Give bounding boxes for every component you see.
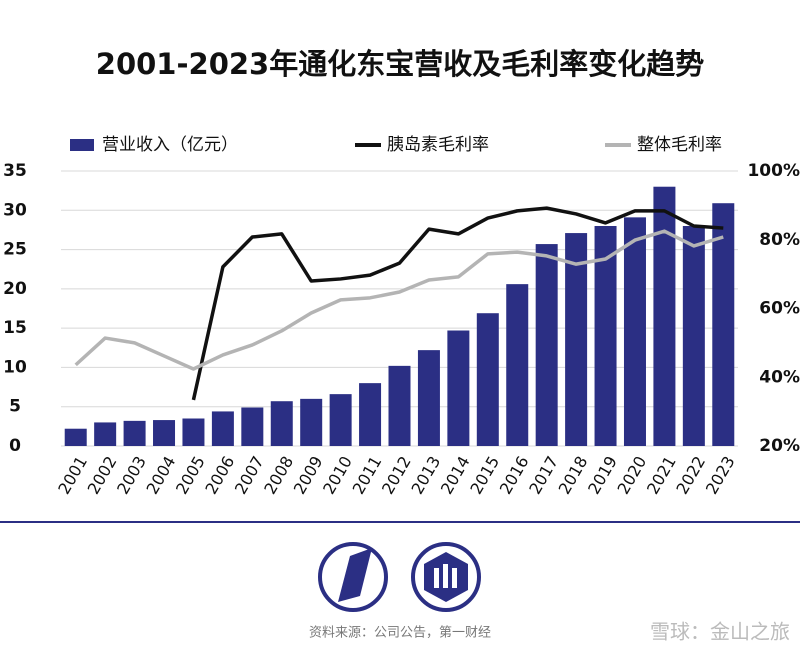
bar: [594, 226, 617, 446]
x-tick-label: 2019: [584, 453, 621, 498]
x-tick-label: 2009: [290, 453, 327, 498]
x-tick-label: 2022: [672, 453, 709, 498]
bar: [417, 350, 440, 446]
legend-label: 胰岛素毛利率: [387, 135, 489, 155]
line: [191, 206, 724, 401]
y-tick-label: 0: [9, 436, 21, 456]
legend-label: 整体毛利率: [637, 135, 722, 155]
x-tick-label: 2007: [231, 453, 268, 498]
x-tick-label: 2004: [143, 453, 180, 498]
x-tick-label: 2011: [349, 453, 386, 498]
line: [74, 229, 724, 371]
y2-tick-label: 80%: [759, 230, 800, 250]
logo-left: [318, 542, 388, 612]
bar: [64, 428, 87, 446]
legend-swatch: [70, 139, 94, 151]
y-tick-label: 30: [3, 200, 27, 220]
bar: [535, 244, 558, 446]
bar: [506, 284, 529, 446]
y2-tick-label: 20%: [759, 436, 800, 456]
x-tick-label: 2005: [172, 453, 209, 498]
x-tick-label: 2015: [466, 453, 503, 498]
x-tick-label: 2013: [407, 453, 444, 498]
y2-tick-label: 100%: [747, 161, 800, 181]
x-tick-label: 2012: [378, 453, 415, 498]
bar: [94, 422, 117, 446]
x-tick-label: 2023: [702, 453, 739, 498]
bar: [211, 411, 234, 446]
x-tick-label: 2006: [201, 453, 238, 498]
bar: [241, 407, 264, 446]
x-tick-label: 2002: [84, 453, 121, 498]
bar: [359, 383, 382, 446]
x-tick-label: 2021: [643, 453, 680, 498]
bar: [388, 365, 411, 446]
bar: [565, 233, 588, 446]
y2-tick-label: 60%: [759, 299, 800, 319]
bar: [300, 398, 323, 446]
bar: [476, 313, 499, 446]
bar: [329, 394, 352, 446]
bar: [653, 186, 676, 446]
y-tick-label: 5: [9, 397, 21, 417]
bar: [712, 203, 735, 446]
legend-label: 营业收入（亿元）: [102, 135, 238, 155]
bar: [682, 226, 705, 446]
chart-title: 2001-2023年通化东宝营收及毛利率变化趋势: [96, 47, 704, 81]
bar: [447, 330, 470, 446]
y-tick-label: 10: [3, 357, 27, 377]
x-tick-label: 2020: [614, 453, 651, 498]
bar: [153, 420, 176, 446]
x-tick-label: 2017: [525, 453, 562, 498]
bar: [123, 420, 146, 446]
logo-right: [411, 542, 481, 612]
x-tick-label: 2018: [555, 453, 592, 498]
y2-tick-label: 40%: [759, 367, 800, 387]
y-tick-label: 20: [3, 279, 27, 299]
x-tick-label: 2014: [437, 453, 474, 498]
y-tick-label: 15: [3, 318, 27, 338]
x-tick-label: 2016: [496, 453, 533, 498]
y-tick-label: 25: [3, 240, 27, 260]
watermark: 雪球：金山之旅: [650, 620, 790, 644]
source: 资料来源：公司公告，第一财经: [309, 626, 491, 641]
x-tick-label: 2010: [319, 453, 356, 498]
bar: [182, 418, 205, 446]
x-tick-label: 2003: [113, 453, 150, 498]
bar: [270, 401, 293, 446]
bar: [623, 217, 646, 446]
x-tick-label: 2001: [54, 453, 91, 498]
x-tick-label: 2008: [260, 453, 297, 498]
y-tick-label: 35: [3, 161, 27, 181]
